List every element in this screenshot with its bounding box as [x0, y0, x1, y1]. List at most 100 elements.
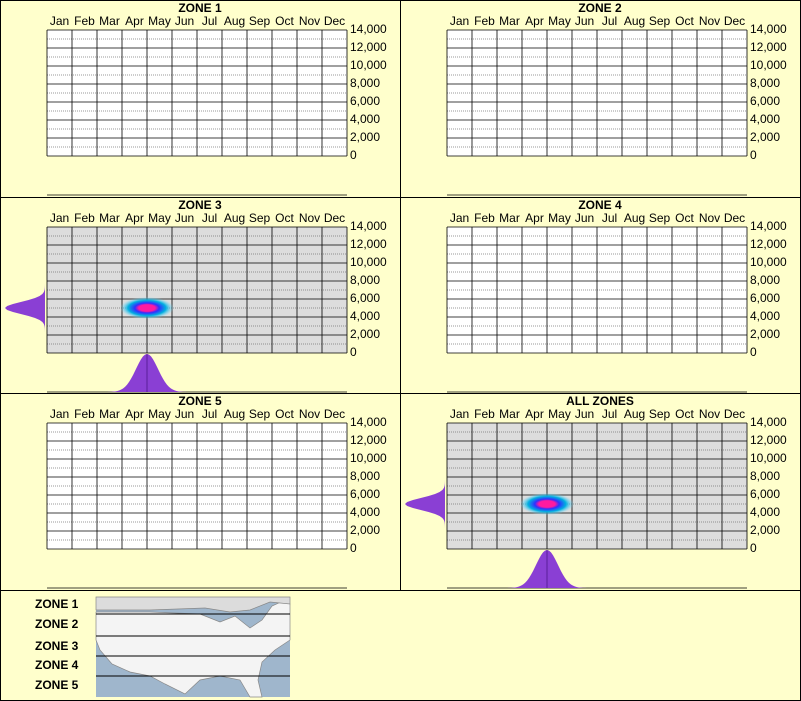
x-tick-label: May [148, 211, 171, 225]
y-tick-label: 4,000 [750, 309, 780, 323]
y-tick-label: 14,000 [350, 415, 387, 429]
zone-label: ZONE 1 [35, 597, 79, 611]
x-tick-label: Sep [649, 211, 671, 225]
y-tick-label: 4,000 [750, 505, 780, 519]
x-tick-label: Dec [724, 14, 745, 28]
y-tick-label: 8,000 [350, 76, 380, 90]
y-tick-label: 4,000 [350, 505, 380, 519]
y-tick-label: 14,000 [750, 415, 787, 429]
x-tick-label: Mar [499, 407, 520, 421]
y-tick-label: 12,000 [350, 433, 387, 447]
y-tick-label: 2,000 [750, 523, 780, 537]
y-tick-label: 0 [350, 345, 357, 359]
chart-panel: ZONE 5 0 2,000 4,000 6,000 8,000 10,000 12,000 1… [46, 394, 387, 589]
zone-label: ZONE 2 [35, 617, 79, 631]
density-spot [520, 493, 574, 515]
x-tick-label: Aug [624, 407, 645, 421]
x-tick-label: Apr [525, 407, 544, 421]
y-tick-label: 0 [750, 541, 757, 555]
x-tick-label: May [548, 14, 571, 28]
x-tick-label: Jun [575, 407, 594, 421]
y-tick-label: 12,000 [750, 40, 787, 54]
x-tick-label: Mar [499, 14, 520, 28]
x-tick-label: Jul [602, 211, 617, 225]
y-tick-label: 14,000 [350, 219, 387, 233]
y-tick-label: 6,000 [350, 94, 380, 108]
x-tick-label: Sep [249, 407, 271, 421]
chart-panel: ZONE 3 0 2,000 4,000 6,000 8,000 10,000 12,000 1… [5, 198, 387, 393]
chart-panel: ALL ZONES 0 2,000 4,000 6,000 8,000 10,000 12,0… [405, 394, 787, 589]
y-tick-label: 12,000 [350, 237, 387, 251]
chart-title: ZONE 4 [578, 198, 622, 212]
x-tick-label: May [548, 211, 571, 225]
x-tick-label: Oct [275, 407, 294, 421]
x-tick-label: Feb [74, 407, 95, 421]
y-tick-label: 4,000 [750, 112, 780, 126]
chart-title: ZONE 5 [178, 394, 222, 408]
x-tick-label: Jul [202, 211, 217, 225]
y-tick-label: 10,000 [750, 58, 787, 72]
x-tick-label: Dec [324, 14, 345, 28]
x-tick-label: Jul [202, 14, 217, 28]
x-tick-label: Aug [224, 14, 245, 28]
x-tick-label: Oct [675, 407, 694, 421]
x-tick-label: Nov [299, 14, 320, 28]
y-tick-label: 2,000 [350, 523, 380, 537]
y-tick-label: 0 [350, 148, 357, 162]
y-tick-label: 12,000 [350, 40, 387, 54]
x-tick-label: Feb [474, 211, 495, 225]
x-tick-label: Jan [50, 211, 69, 225]
chart-panel: ZONE 4 0 2,000 4,000 6,000 8,000 10,000 12,000 1… [446, 198, 787, 393]
y-tick-label: 0 [750, 148, 757, 162]
x-tick-label: Sep [649, 14, 671, 28]
chart-title: ALL ZONES [566, 394, 634, 408]
x-tick-label: Oct [675, 211, 694, 225]
y-tick-label: 10,000 [350, 451, 387, 465]
y-tick-label: 12,000 [750, 237, 787, 251]
y-tick-label: 6,000 [350, 487, 380, 501]
x-tick-label: Mar [99, 211, 120, 225]
x-tick-label: Jan [50, 407, 69, 421]
x-tick-label: Aug [624, 211, 645, 225]
zone-label: ZONE 4 [35, 658, 79, 672]
map-land [95, 599, 291, 698]
chart-panel: ZONE 1 0 2,000 4,000 6,000 8,000 10,000 12,000 1… [46, 1, 387, 196]
chart-title: ZONE 1 [178, 1, 222, 15]
x-tick-label: Nov [699, 211, 720, 225]
x-tick-label: Jun [575, 14, 594, 28]
y-tick-label: 0 [750, 345, 757, 359]
x-tick-label: Mar [499, 211, 520, 225]
x-tick-label: Jan [450, 407, 469, 421]
chart-title: ZONE 3 [178, 198, 222, 212]
x-tick-label: Jul [602, 14, 617, 28]
x-tick-label: Apr [125, 14, 144, 28]
y-tick-label: 6,000 [350, 291, 380, 305]
y-tick-label: 2,000 [750, 327, 780, 341]
x-tick-label: Mar [99, 14, 120, 28]
y-tick-label: 10,000 [750, 255, 787, 269]
y-tick-label: 2,000 [750, 130, 780, 144]
y-tick-label: 10,000 [750, 451, 787, 465]
x-tick-label: Dec [724, 407, 745, 421]
y-tick-label: 14,000 [350, 22, 387, 36]
zone-map [95, 596, 291, 698]
y-tick-label: 6,000 [750, 291, 780, 305]
y-tick-label: 8,000 [750, 273, 780, 287]
x-tick-label: Aug [624, 14, 645, 28]
zone-label: ZONE 3 [35, 639, 79, 653]
y-tick-label: 6,000 [750, 487, 780, 501]
x-tick-label: Nov [299, 407, 320, 421]
x-tick-label: Sep [249, 211, 271, 225]
map-land [95, 596, 291, 613]
x-tick-label: Sep [649, 407, 671, 421]
y-tick-label: 8,000 [750, 469, 780, 483]
y-tick-label: 8,000 [350, 469, 380, 483]
x-tick-label: Dec [324, 407, 345, 421]
elevation-distribution [5, 284, 45, 332]
x-tick-label: Apr [125, 407, 144, 421]
x-tick-label: Sep [249, 14, 271, 28]
x-tick-label: Feb [74, 14, 95, 28]
elevation-distribution [405, 480, 445, 528]
x-tick-label: Jun [175, 211, 194, 225]
chart-title: ZONE 2 [578, 1, 622, 15]
